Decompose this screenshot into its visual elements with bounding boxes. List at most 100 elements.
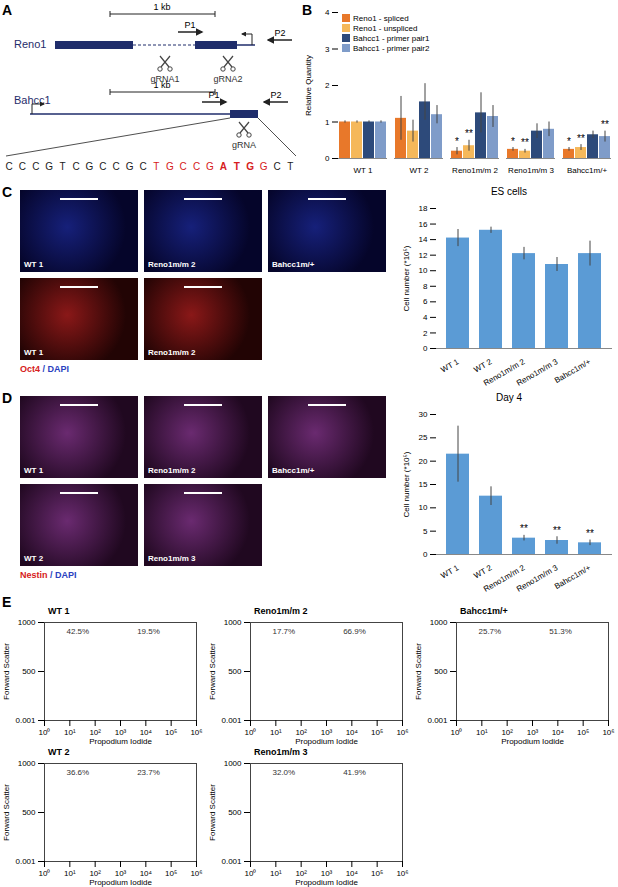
svg-text:66.9%: 66.9%: [343, 627, 366, 636]
svg-text:20: 20: [419, 457, 428, 466]
svg-text:10¹: 10¹: [476, 728, 488, 737]
svg-text:Propodium Iodide: Propodium Iodide: [295, 737, 358, 746]
svg-text:WT 2: WT 2: [472, 563, 493, 581]
svg-text:Bahcc1m/+: Bahcc1m/+: [553, 563, 593, 591]
svg-text:WT 1: WT 1: [354, 166, 374, 175]
svg-text:0.001: 0.001: [15, 857, 36, 866]
svg-text:WT 2: WT 2: [472, 357, 493, 375]
svg-text:P1: P1: [184, 20, 195, 30]
svg-text:500: 500: [22, 808, 36, 817]
svg-text:C: C: [273, 161, 280, 172]
svg-text:1000: 1000: [18, 618, 36, 627]
svg-text:25.7%: 25.7%: [479, 627, 502, 636]
svg-text:*: *: [511, 136, 515, 147]
svg-text:Reno1m/m 3: Reno1m/m 3: [515, 563, 560, 594]
svg-text:**: **: [465, 128, 473, 139]
svg-text:15: 15: [419, 480, 428, 489]
svg-text:G: G: [260, 161, 268, 172]
svg-text:Bahcc1m/+: Bahcc1m/+: [553, 357, 593, 385]
svg-text:30: 30: [419, 410, 428, 419]
svg-text:6: 6: [423, 297, 428, 306]
svg-text:0.001: 0.001: [221, 716, 242, 725]
svg-text:Forward Scatter: Forward Scatter: [208, 643, 217, 700]
svg-text:8: 8: [423, 282, 428, 291]
svg-text:G: G: [166, 161, 174, 172]
svg-text:Propodium Iodide: Propodium Iodide: [501, 737, 564, 746]
svg-text:10¹: 10¹: [64, 728, 76, 737]
svg-text:T: T: [60, 161, 66, 172]
svg-text:10¹: 10¹: [270, 728, 282, 737]
svg-text:**: **: [553, 525, 561, 536]
svg-text:P2: P2: [270, 90, 281, 100]
svg-text:42.5%: 42.5%: [67, 627, 90, 636]
svg-text:C: C: [113, 161, 120, 172]
svg-text:10⁰: 10⁰: [39, 728, 51, 737]
svg-text:C: C: [5, 161, 12, 172]
svg-text:T: T: [234, 161, 240, 172]
svg-text:10⁵: 10⁵: [165, 728, 177, 737]
svg-text:0.001: 0.001: [15, 716, 36, 725]
svg-text:1 kb: 1 kb: [153, 2, 170, 12]
svg-text:WT 1: WT 1: [439, 357, 460, 375]
svg-text:36.6%: 36.6%: [67, 768, 90, 777]
svg-text:C: C: [72, 161, 79, 172]
svg-text:10: 10: [419, 503, 428, 512]
svg-text:1000: 1000: [224, 759, 242, 768]
svg-text:P1: P1: [208, 90, 219, 100]
svg-text:Cell number (*10⁵): Cell number (*10⁵): [402, 451, 411, 517]
svg-text:C: C: [32, 161, 39, 172]
svg-text:10⁵: 10⁵: [371, 728, 383, 737]
svg-text:Propodium Iodide: Propodium Iodide: [89, 737, 152, 746]
svg-text:1000: 1000: [430, 618, 448, 627]
svg-text:5: 5: [423, 527, 428, 536]
svg-text:Reno1: Reno1: [14, 38, 46, 50]
svg-text:10⁰: 10⁰: [39, 869, 51, 878]
svg-text:Relative Quantity: Relative Quantity: [304, 55, 313, 116]
svg-text:18: 18: [419, 204, 428, 213]
svg-text:51.3%: 51.3%: [549, 627, 572, 636]
svg-text:A: A: [220, 161, 227, 172]
svg-text:**: **: [521, 137, 529, 148]
svg-text:C: C: [19, 161, 26, 172]
svg-text:10⁶: 10⁶: [602, 728, 614, 737]
svg-text:T: T: [287, 161, 293, 172]
svg-text:25: 25: [419, 433, 428, 442]
svg-text:1 kb: 1 kb: [153, 80, 170, 90]
svg-text:**: **: [577, 133, 585, 144]
svg-text:19.5%: 19.5%: [137, 627, 160, 636]
svg-text:P2: P2: [274, 28, 285, 38]
svg-text:10⁰: 10⁰: [451, 728, 463, 737]
svg-text:**: **: [520, 523, 528, 534]
svg-text:WT 1: WT 1: [439, 563, 460, 581]
svg-text:500: 500: [228, 808, 242, 817]
svg-text:17.7%: 17.7%: [273, 627, 296, 636]
svg-text:32.0%: 32.0%: [273, 768, 296, 777]
svg-text:10⁵: 10⁵: [577, 728, 589, 737]
svg-text:G: G: [86, 161, 94, 172]
svg-text:500: 500: [22, 667, 36, 676]
svg-text:23.7%: 23.7%: [137, 768, 160, 777]
svg-text:4: 4: [325, 8, 330, 17]
svg-text:Cell number (*10⁵): Cell number (*10⁵): [402, 245, 411, 311]
svg-text:0: 0: [423, 344, 428, 353]
svg-text:C: C: [193, 161, 200, 172]
svg-text:10⁰: 10⁰: [245, 869, 257, 878]
svg-text:*: *: [567, 136, 571, 147]
svg-text:Reno1m/m 2: Reno1m/m 2: [452, 166, 498, 175]
svg-text:0: 0: [423, 550, 428, 559]
svg-text:10⁶: 10⁶: [396, 728, 408, 737]
svg-text:2: 2: [325, 81, 330, 90]
svg-text:10⁰: 10⁰: [245, 728, 257, 737]
svg-text:gRNA: gRNA: [232, 140, 256, 150]
svg-text:G: G: [45, 161, 53, 172]
svg-text:Forward Scatter: Forward Scatter: [414, 643, 423, 700]
svg-text:**: **: [586, 528, 594, 539]
svg-text:3: 3: [325, 45, 330, 54]
svg-text:10⁶: 10⁶: [190, 869, 202, 878]
svg-text:*: *: [455, 136, 459, 147]
svg-text:12: 12: [419, 251, 428, 260]
svg-text:T: T: [153, 161, 159, 172]
svg-text:Reno1m/m 3: Reno1m/m 3: [508, 166, 554, 175]
svg-text:1000: 1000: [224, 618, 242, 627]
svg-text:10⁶: 10⁶: [396, 869, 408, 878]
